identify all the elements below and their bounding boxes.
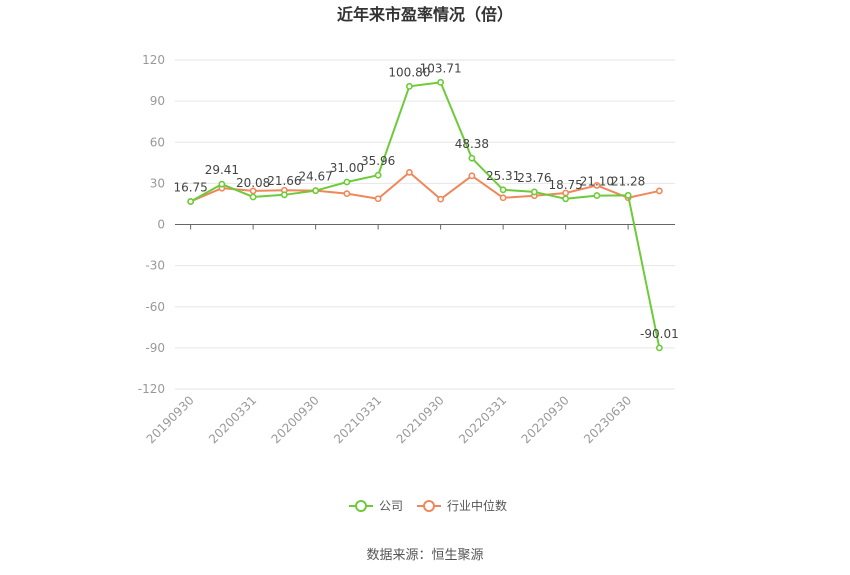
data-label: 21.28 [611, 174, 645, 188]
data-point[interactable] [530, 188, 538, 196]
data-point[interactable] [655, 344, 663, 352]
data-label: 24.67 [298, 170, 332, 184]
data-point[interactable] [405, 169, 413, 176]
data-point[interactable] [343, 190, 351, 198]
y-tick-label: 30 [150, 176, 165, 190]
y-tick-label: -90 [145, 341, 165, 355]
data-label: 23.76 [517, 171, 551, 185]
chart-title: 近年来市盈率情况（倍） [337, 5, 513, 24]
data-label: 100.80 [388, 65, 430, 79]
legend-marker [423, 500, 435, 512]
data-point[interactable] [374, 195, 382, 203]
series-line-0 [190, 81, 661, 349]
data-point[interactable] [249, 187, 257, 195]
data-point[interactable] [499, 186, 507, 194]
x-tick-label: 20230630 [581, 393, 634, 446]
y-tick-label: 60 [150, 135, 165, 149]
data-label: -90.01 [640, 327, 679, 341]
data-point[interactable] [374, 171, 382, 179]
data-point[interactable] [468, 154, 476, 162]
data-point[interactable] [437, 195, 445, 203]
data-label: 20.08 [236, 176, 270, 190]
data-point[interactable] [218, 180, 226, 188]
y-tick-label: 0 [157, 218, 165, 232]
data-point[interactable] [593, 192, 601, 199]
y-tick-label: 90 [150, 94, 165, 108]
data-point[interactable] [655, 187, 663, 195]
data-point[interactable] [437, 78, 445, 86]
y-tick-label: -60 [145, 300, 165, 314]
data-label: 103.71 [420, 61, 462, 75]
data-point[interactable] [343, 178, 351, 186]
data-point[interactable] [468, 172, 476, 180]
x-tick-label: 20210331 [331, 393, 384, 446]
series-line-1 [190, 171, 660, 203]
data-point[interactable] [593, 182, 601, 189]
data-point[interactable] [249, 193, 257, 201]
data-source: 数据来源：恒生聚源 [366, 548, 483, 563]
data-point[interactable] [562, 195, 570, 203]
data-point[interactable] [312, 187, 320, 195]
data-label: 21.66 [267, 174, 301, 188]
data-point[interactable] [405, 82, 413, 90]
grid-layer [175, 59, 675, 390]
legend-label: 行业中位数 [447, 498, 507, 513]
legend[interactable]: 公司 行业中位数 [349, 498, 507, 513]
x-tick-label: 20190930 [144, 393, 197, 446]
data-label: 25.31 [486, 169, 520, 183]
x-tick-label: 20220930 [519, 393, 572, 446]
x-tick-label: 20200331 [206, 393, 259, 446]
data-label: 29.41 [205, 163, 239, 177]
data-point[interactable] [624, 191, 632, 199]
legend-item-1[interactable]: 行业中位数 [417, 498, 507, 513]
x-tick-label: 20200930 [269, 393, 322, 446]
data-label: 31.00 [330, 161, 364, 175]
legend-label: 公司 [379, 499, 403, 513]
legend-marker [355, 500, 367, 512]
series-layer [187, 78, 663, 352]
data-point[interactable] [280, 191, 288, 199]
x-tick-label: 20220331 [456, 393, 509, 446]
data-label: 18.75 [548, 178, 582, 192]
y-tick-label: -120 [138, 382, 165, 396]
y-tick-label: -30 [145, 259, 165, 273]
y-tick-label: 120 [142, 53, 165, 67]
data-point[interactable] [499, 194, 507, 202]
data-label: 16.75 [173, 181, 207, 195]
data-label: 48.38 [455, 137, 489, 151]
data-point[interactable] [187, 198, 195, 205]
data-label: 21.10 [580, 175, 614, 189]
legend-item-0[interactable]: 公司 [349, 499, 403, 513]
data-label: 35.96 [361, 154, 395, 168]
x-tick-label: 20210930 [394, 393, 447, 446]
